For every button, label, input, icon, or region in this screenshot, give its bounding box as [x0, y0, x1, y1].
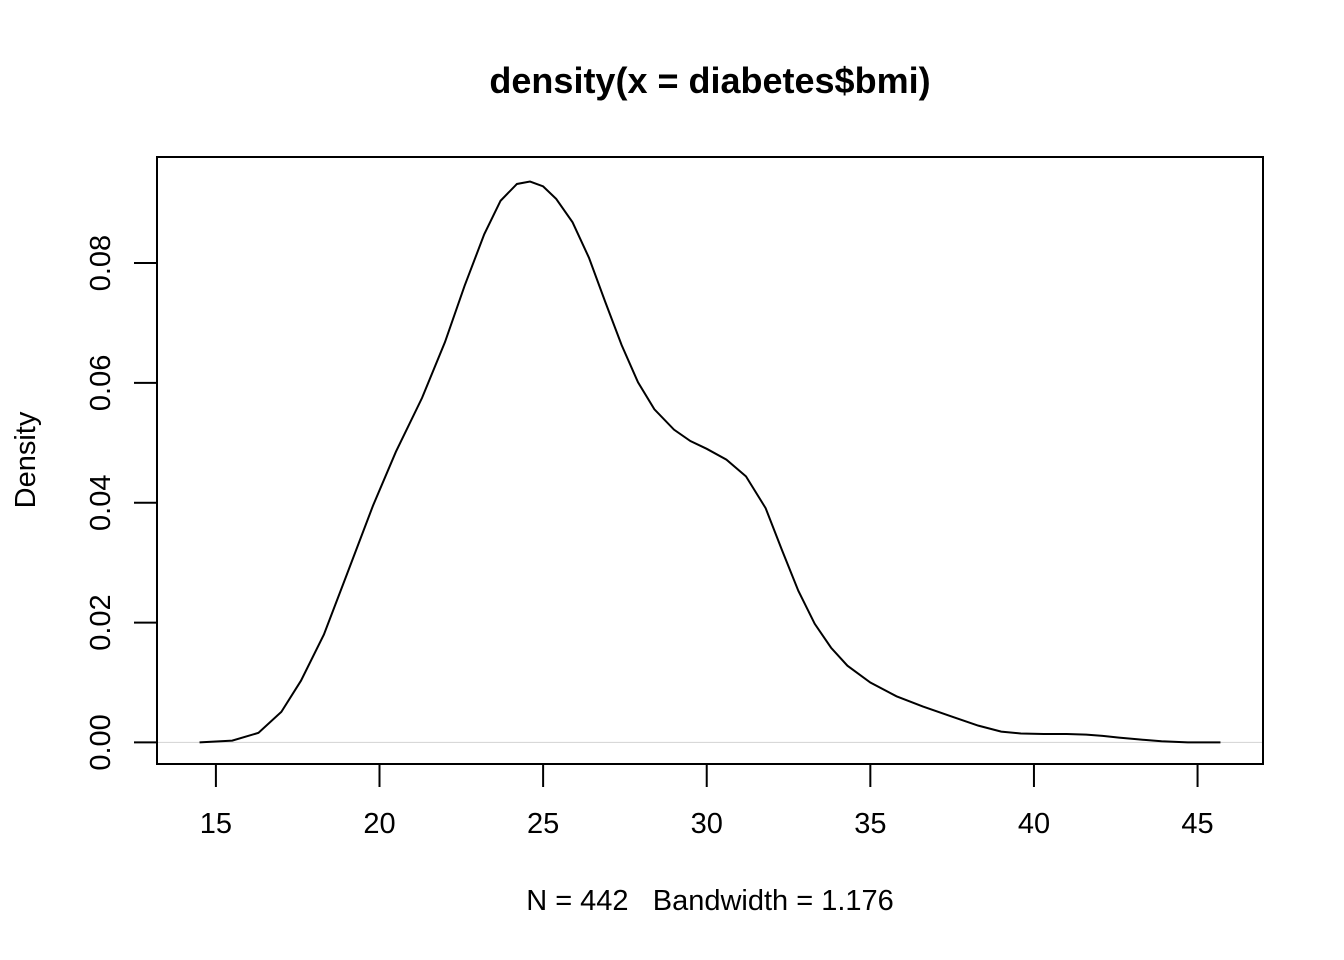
x-axis: 15 20 25 30 35 40 45 — [200, 763, 1214, 840]
x-tick-label: 35 — [854, 808, 886, 840]
y-axis-label: Density — [10, 411, 42, 508]
y-tick-label: 0.00 — [85, 714, 117, 770]
x-tick-label: 15 — [200, 808, 232, 840]
x-tick-label: 30 — [691, 808, 723, 840]
y-tick-label: 0.04 — [85, 475, 117, 531]
chart-title: density(x = diabetes$bmi) — [489, 60, 930, 101]
x-tick-label: 25 — [527, 808, 559, 840]
y-tick-label: 0.06 — [85, 355, 117, 411]
y-tick-label: 0.02 — [85, 594, 117, 650]
x-tick-label: 40 — [1018, 808, 1050, 840]
x-tick-label: 45 — [1181, 808, 1213, 840]
y-axis: 0.00 0.02 0.04 0.06 0.08 — [85, 235, 158, 771]
density-curve — [199, 180, 1221, 744]
y-tick-label: 0.08 — [85, 235, 117, 291]
x-axis-label: N = 442 Bandwidth = 1.176 — [526, 885, 894, 917]
plot-frame — [156, 156, 1264, 765]
x-tick-label: 20 — [363, 808, 395, 840]
